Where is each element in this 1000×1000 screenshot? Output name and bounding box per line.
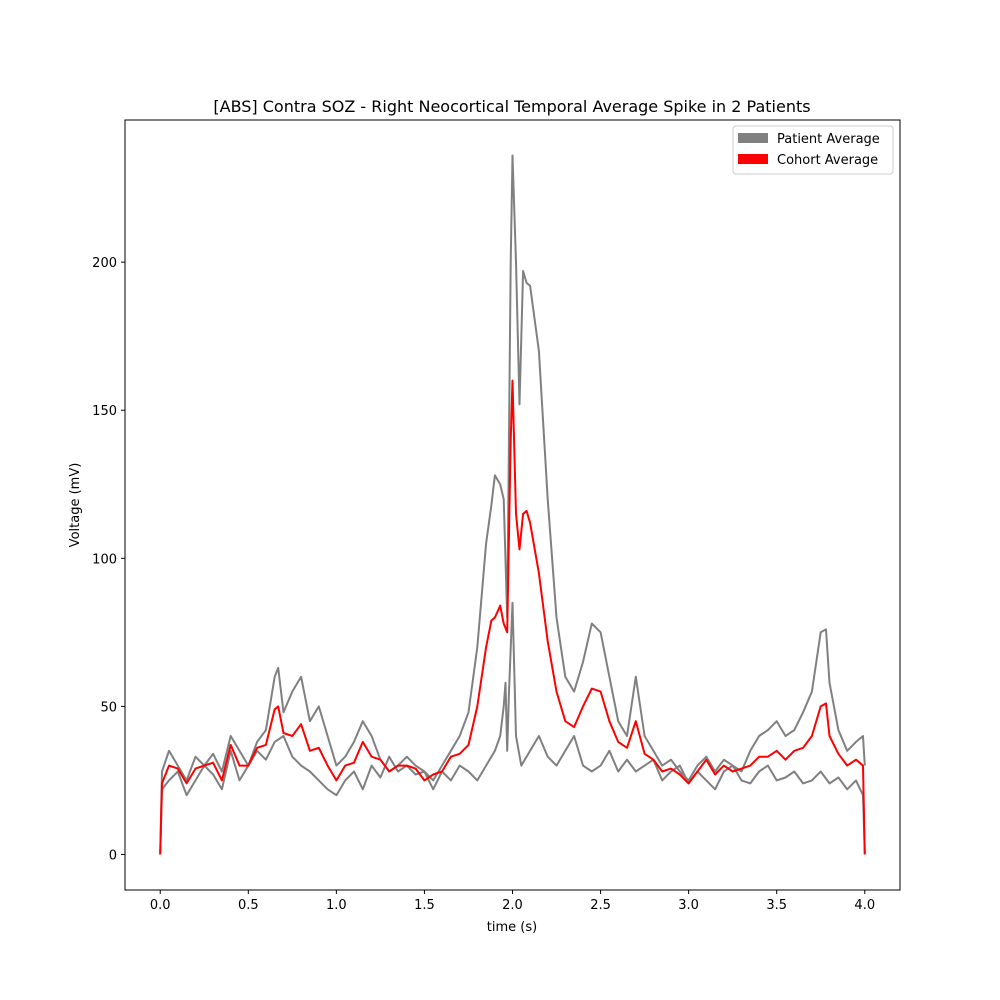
y-tick-label: 100 <box>92 552 117 567</box>
x-tick-label: 1.0 <box>326 898 347 913</box>
y-tick-label: 200 <box>92 256 117 271</box>
legend-label-cohort-average: Cohort Average <box>777 153 878 168</box>
cohort-average-line <box>159 379 866 855</box>
y-axis-label: Voltage (mV) <box>68 463 83 548</box>
x-tick-label: 0.0 <box>150 898 171 913</box>
patient-average-line-1 <box>159 154 866 855</box>
legend-swatch-patient-average <box>738 133 768 143</box>
x-tick-label: 3.0 <box>678 898 699 913</box>
chart-title: [ABS] Contra SOZ - Right Neocortical Tem… <box>213 97 810 116</box>
x-tick-label: 3.5 <box>766 898 787 913</box>
y-tick-label: 50 <box>100 700 117 715</box>
legend-label-patient-average: Patient Average <box>777 132 880 147</box>
x-axis-label: time (s) <box>487 920 537 935</box>
x-tick-label: 0.5 <box>238 898 259 913</box>
x-tick-label: 2.0 <box>502 898 523 913</box>
x-axis-ticks: 0.0 0.5 1.0 1.5 2.0 2.5 3.0 3.5 4.0 <box>150 890 875 913</box>
x-tick-label: 1.5 <box>414 898 435 913</box>
plot-lines <box>159 154 866 855</box>
x-tick-label: 4.0 <box>854 898 875 913</box>
legend-box <box>732 125 894 175</box>
x-tick-label: 2.5 <box>590 898 611 913</box>
legend: Patient Average Cohort Average <box>732 125 894 175</box>
legend-swatch-cohort-average <box>738 154 768 164</box>
y-axis-ticks: 0 50 100 150 200 <box>92 256 125 863</box>
patient-average-line-2 <box>159 601 866 855</box>
y-tick-label: 0 <box>109 848 117 863</box>
y-tick-label: 150 <box>92 404 117 419</box>
